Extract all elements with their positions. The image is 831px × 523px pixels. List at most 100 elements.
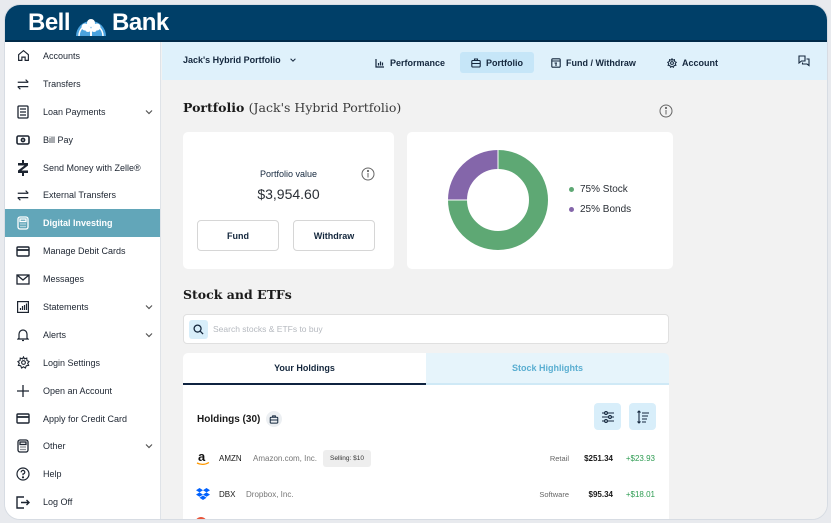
sidebar-item-external-transfers[interactable]: External Transfers (5, 181, 160, 209)
sidebar-item-help[interactable]: Help (5, 460, 160, 488)
bell-bank-logo[interactable]: Bell Bank (28, 9, 169, 36)
plus-icon (15, 383, 31, 399)
sidebar-item-label: Log Off (43, 497, 73, 508)
allocation-card: 75% Stock 25% Bonds (407, 132, 673, 269)
portfolio-selector-dropdown[interactable]: Jack's Hybrid Portfolio (183, 55, 297, 65)
tab-account[interactable]: Account (656, 52, 729, 73)
sidebar-item-label: Transfers (43, 78, 81, 89)
chevron-down-icon (289, 58, 296, 62)
gear-icon (15, 355, 31, 371)
holdings-title: Holdings (30) (197, 413, 261, 425)
tab-portfolio[interactable]: Portfolio (460, 52, 534, 73)
withdraw-button[interactable]: Withdraw (293, 220, 375, 251)
tab-stock-highlights[interactable]: Stock Highlights (426, 353, 669, 385)
sidebar-item-apply-credit-card[interactable]: Apply for Credit Card (5, 405, 160, 433)
amazon-logo-icon: a (195, 450, 211, 466)
stock-search-input[interactable] (213, 324, 668, 334)
sidebar-item-alerts[interactable]: Alerts (5, 321, 160, 349)
tab-your-holdings[interactable]: Your Holdings (183, 353, 426, 385)
allocation-donut-chart (447, 149, 548, 250)
portfolio-value: $3,954.60 (257, 186, 320, 202)
sidebar-item-label: Bill Pay (43, 134, 74, 145)
logo-text-left: Bell (28, 9, 71, 36)
sidebar-item-transfers[interactable]: Transfers (5, 70, 160, 98)
search-icon[interactable] (189, 319, 208, 339)
chart-legend: 75% Stock 25% Bonds (569, 184, 631, 224)
transfer-arrows-icon (15, 76, 31, 92)
briefcase-icon (471, 57, 481, 68)
chevron-down-icon (145, 444, 153, 449)
sidebar-item-manage-debit-cards[interactable]: Manage Debit Cards (5, 237, 160, 265)
ticker: DBX (219, 489, 236, 499)
bell-icon (15, 327, 31, 343)
portfolio-subnav: Jack's Hybrid Portfolio Performance Port… (162, 42, 827, 80)
sidebar-item-label: Accounts (43, 50, 81, 61)
sidebar-item-accounts[interactable]: Accounts (5, 42, 160, 70)
sidebar-item-label: Messages (43, 274, 85, 285)
sidebar-item-messages[interactable]: Messages (5, 265, 160, 293)
sidebar-item-label: Alerts (43, 329, 67, 340)
briefcase-icon (266, 411, 283, 427)
legend-item-stock: 75% Stock (569, 184, 631, 195)
holding-row-dbx[interactable]: DBX Dropbox, Inc. Software $95.34 +$18.0… (183, 483, 669, 505)
selling-badge: Selling: $10 (323, 449, 371, 467)
price-change: +$23.93 (625, 453, 655, 463)
legend-dot (569, 187, 574, 192)
tab-performance[interactable]: Performance (364, 52, 456, 73)
stocks-section-title: Stock and ETFs (183, 287, 292, 302)
sidebar-item-digital-investing[interactable]: Digital Investing (5, 209, 160, 238)
chevron-down-icon (145, 109, 153, 115)
sidebar-item-label: Apply for Credit Card (43, 413, 128, 424)
filter-button[interactable] (594, 403, 621, 430)
sidebar-item-bill-pay[interactable]: Bill Pay (5, 126, 160, 154)
sector: Software (539, 489, 569, 499)
sidebar-item-label: Open an Account (43, 385, 113, 396)
legend-label: 25% Bonds (580, 204, 632, 215)
sidebar-item-label: Loan Payments (43, 106, 106, 117)
card-icon (15, 243, 31, 259)
chat-icon[interactable] (798, 55, 810, 67)
page-title-main: Portfolio (183, 100, 245, 115)
company-name: Dropbox, Inc. (246, 489, 294, 499)
sidebar-item-statements[interactable]: Statements (5, 293, 160, 321)
sidebar-item-login-settings[interactable]: Login Settings (5, 349, 160, 377)
sidebar-item-other[interactable]: Other (5, 432, 160, 460)
calculator-icon (15, 438, 31, 454)
gear-icon (667, 57, 677, 68)
sidebar-item-zelle[interactable]: Send Money with Zelle® (5, 154, 160, 182)
tab-label: Fund / Withdraw (566, 57, 636, 68)
sidebar-item-label: Send Money with Zelle® (43, 162, 141, 173)
info-icon[interactable] (361, 167, 375, 181)
bar-chart-icon (375, 58, 384, 68)
tab-label: Account (682, 57, 718, 68)
card-icon (15, 411, 31, 427)
sidebar-item-loan-payments[interactable]: Loan Payments (5, 98, 160, 126)
fund-button[interactable]: Fund (197, 220, 279, 251)
tree-dome-logo-icon (76, 19, 107, 36)
info-icon[interactable] (659, 104, 673, 118)
sort-button[interactable] (629, 403, 656, 430)
holding-row-amzn[interactable]: a AMZN Amazon.com, Inc. Selling: $10 Ret… (183, 447, 669, 469)
sidebar-item-log-off[interactable]: Log Off (5, 488, 160, 516)
sidebar-item-open-account[interactable]: Open an Account (5, 377, 160, 405)
sidebar-item-label: Statements (43, 301, 89, 312)
svg-text:a: a (198, 450, 206, 464)
ticker: AMZN (219, 453, 242, 463)
holdings-tabs: Your Holdings Stock Highlights (183, 353, 669, 385)
legend-dot (569, 207, 574, 212)
page-title: Portfolio (Jack's Hybrid Portfolio) (183, 100, 401, 115)
tab-label: Performance (390, 57, 446, 68)
holdings-header: Holdings (30) (197, 411, 283, 427)
app-window: Bell Bank Accounts Transfers Loa (4, 4, 828, 520)
page-title-sub: (Jack's Hybrid Portfolio) (248, 100, 402, 115)
sector: Retail (549, 453, 569, 463)
transfer-arrows-icon (15, 187, 31, 203)
chevron-down-icon (145, 332, 153, 338)
tab-fund-withdraw[interactable]: Fund / Withdraw (540, 52, 647, 73)
portfolio-selector-label: Jack's Hybrid Portfolio (183, 55, 281, 65)
sort-icon (636, 409, 649, 424)
sidebar-item-label: External Transfers (43, 190, 117, 201)
logo-text-right: Bank (112, 9, 169, 36)
bill-icon (15, 132, 31, 148)
sidebar-item-label: Help (43, 469, 62, 480)
